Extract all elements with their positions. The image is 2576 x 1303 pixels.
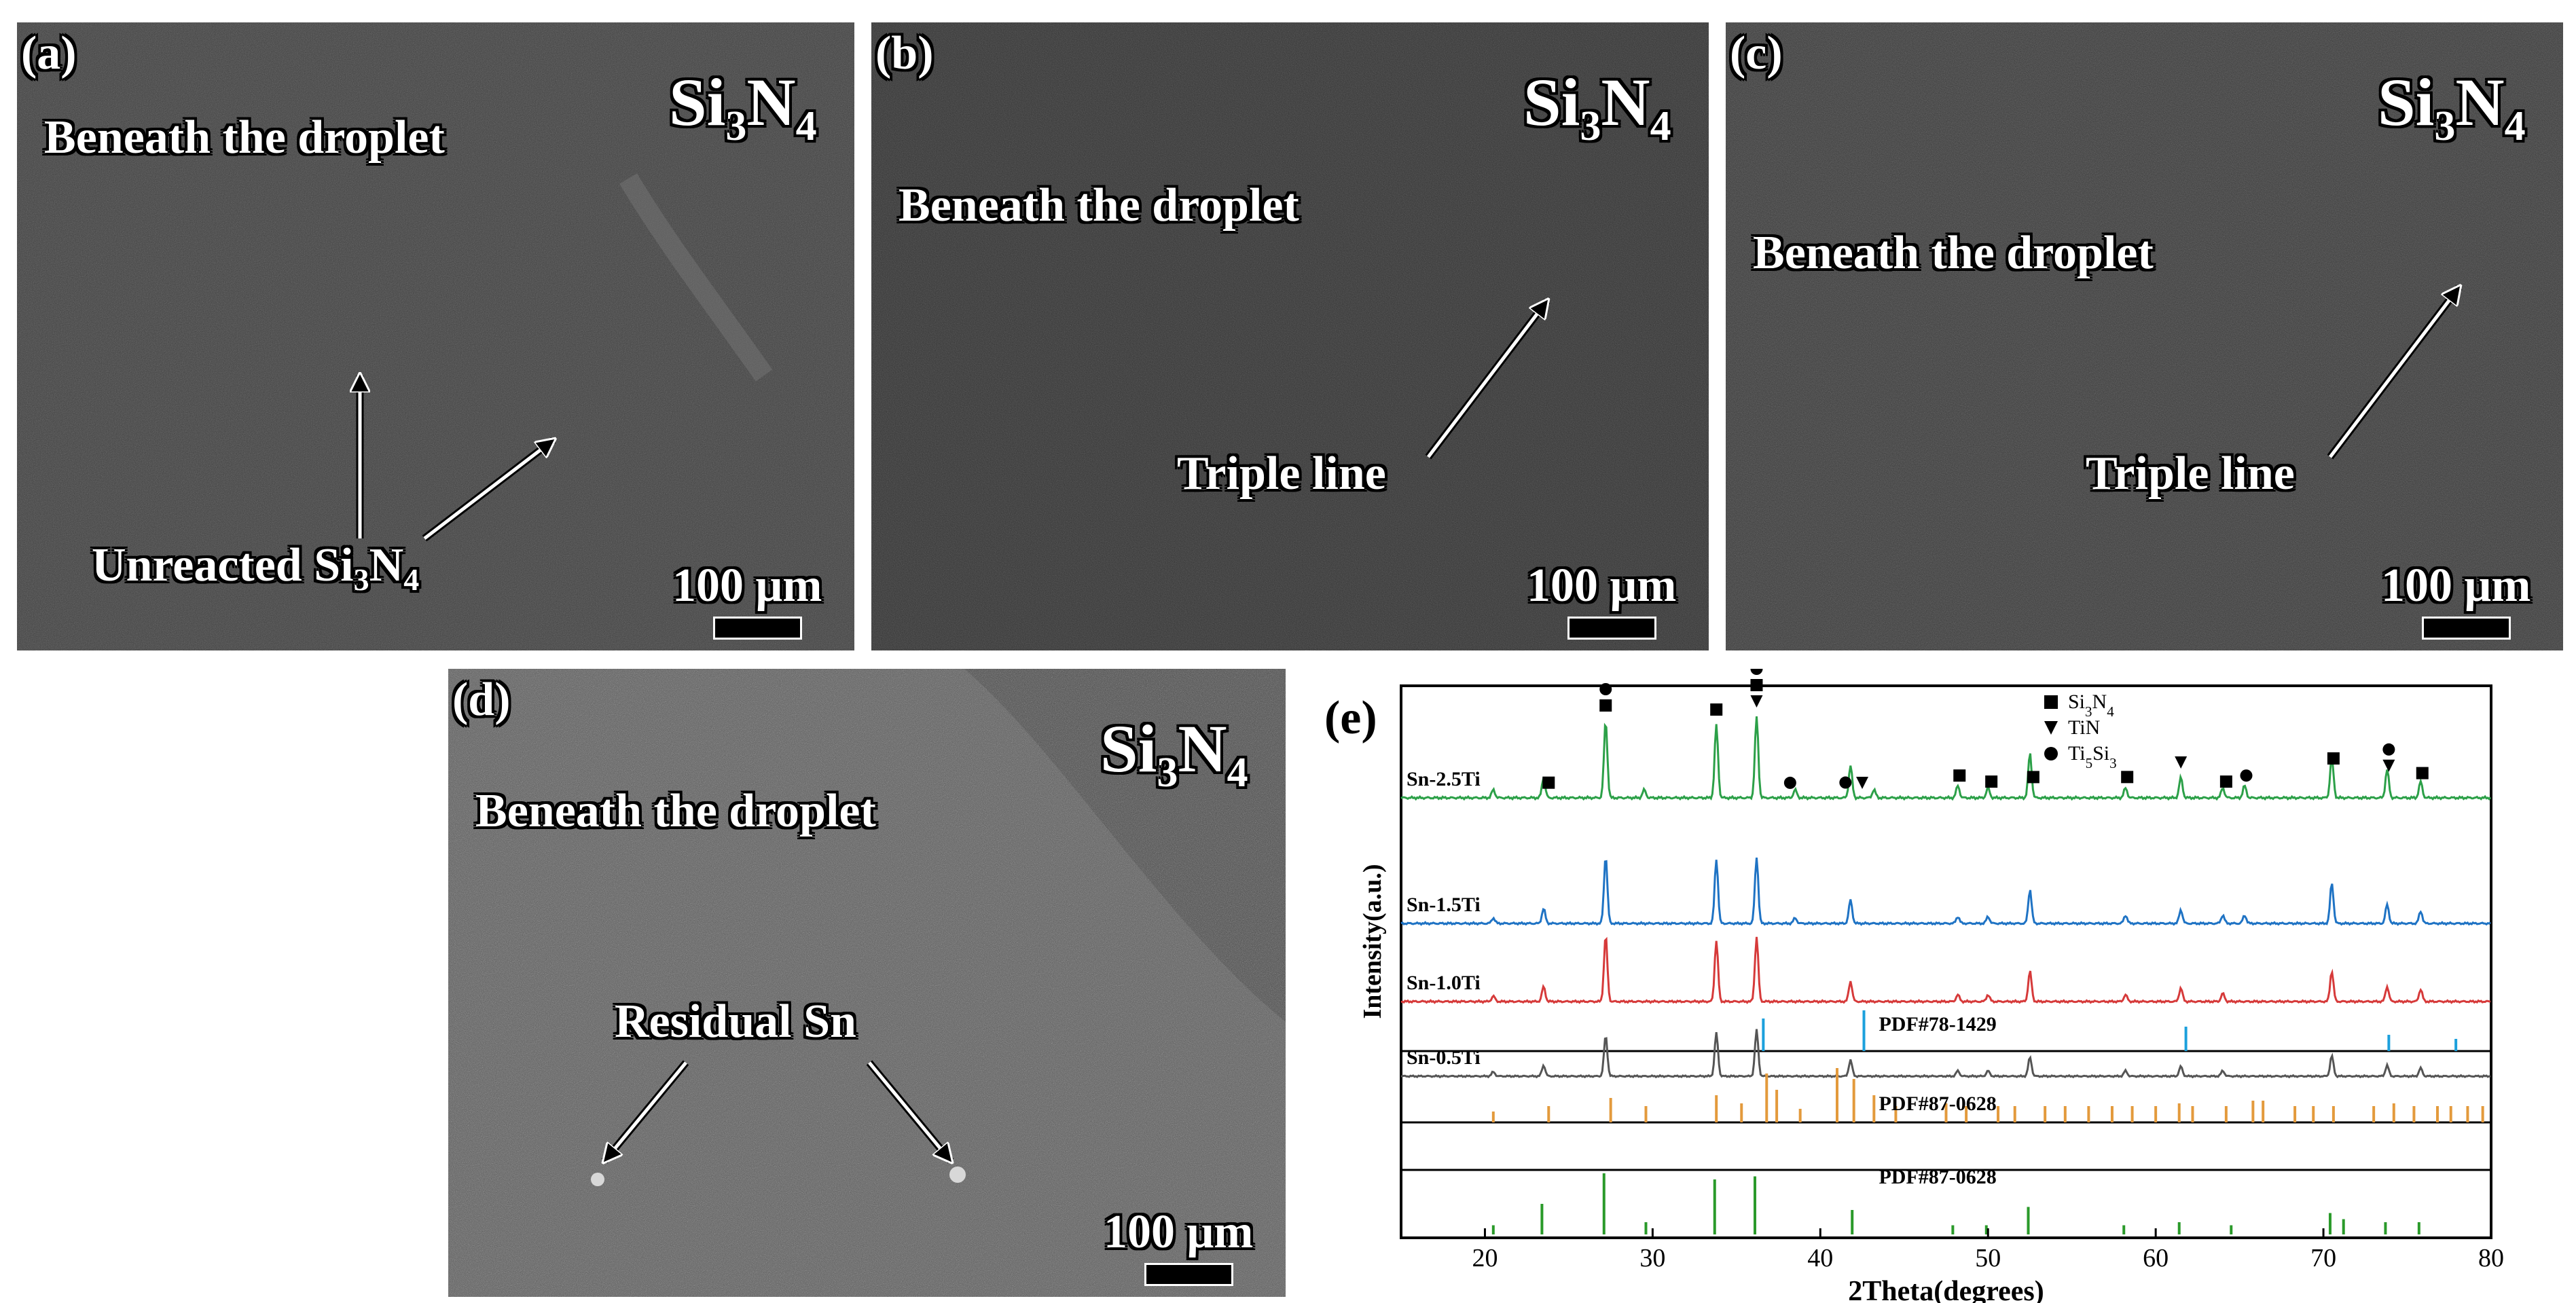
ref-label: PDF#87-0628 <box>1879 1166 1996 1188</box>
phase-marker-square <box>2219 775 2232 788</box>
panel-c-region: Beneath the droplet <box>1753 227 2154 279</box>
x-tick-label: 60 <box>2143 1244 2169 1272</box>
phase-marker-circle <box>1783 776 1796 789</box>
panel-b-region: Beneath the droplet <box>899 179 1299 232</box>
y-axis-label: Intensity(a.u.) <box>1358 864 1387 1018</box>
panel-b-material: Si3N4 <box>1523 65 1671 149</box>
plot-frame <box>1400 684 2492 1239</box>
phase-marker-square <box>1710 703 1723 716</box>
panel-b-scale-bar <box>1567 617 1656 640</box>
panel-a-label: (a) <box>21 27 77 79</box>
phase-marker-circle <box>1599 683 1612 695</box>
panel-a-scale-bar <box>713 617 802 640</box>
legend-marker-square <box>2044 695 2058 709</box>
phase-marker-square <box>1599 699 1612 712</box>
legend-marker-circle <box>2044 747 2058 760</box>
sem-texture-b <box>871 22 1709 650</box>
panel-b-annotation: Triple line <box>1177 447 1386 500</box>
panel-a-annotation: Unreacted Si3N4 <box>92 539 420 597</box>
x-tick-label: 20 <box>1472 1244 1498 1272</box>
panel-b-label: (b) <box>875 27 934 79</box>
phase-marker-circle <box>2382 743 2395 756</box>
series-label-Sn-2.5Ti: Sn-2.5Ti <box>1407 768 1481 790</box>
series-label-Sn-1.0Ti: Sn-1.0Ti <box>1407 972 1481 994</box>
panel-d-scale-bar <box>1144 1263 1233 1286</box>
series-label-Sn-0.5Ti: Sn-0.5Ti <box>1407 1046 1481 1069</box>
panel-d-region: Beneath the droplet <box>475 785 876 837</box>
phase-marker-square <box>2121 771 2134 784</box>
panel-a-region: Beneath the droplet <box>44 111 445 164</box>
series-line-Sn-1.0Ti <box>1400 936 2491 1004</box>
phase-marker-square <box>2327 752 2340 765</box>
panel-a-material: Si3N4 <box>669 65 817 149</box>
phase-marker-circle <box>1750 669 1763 675</box>
x-tick-label: 70 <box>2310 1244 2336 1272</box>
series-line-Sn-1.5Ti <box>1400 857 2491 926</box>
phase-marker-square <box>2416 767 2429 779</box>
ref-label: PDF#87-0628 <box>1879 1093 1996 1115</box>
phase-marker-square <box>1542 776 1555 789</box>
phase-marker-circle <box>2240 769 2253 782</box>
phase-marker-square <box>1985 775 1998 788</box>
sem-panel-a: (a) Si3N4 Beneath the droplet Unreacted … <box>17 22 854 650</box>
sem-panel-b: (b) Si3N4 Beneath the droplet Triple lin… <box>871 22 1709 650</box>
panel-a-scale-label: 100 μm <box>672 559 822 612</box>
x-tick-label: 80 <box>2478 1244 2504 1272</box>
phase-marker-square <box>2027 771 2039 784</box>
panel-d-label: (d) <box>452 674 511 726</box>
panel-c-scale-label: 100 μm <box>2381 559 2531 612</box>
sem-panel-c: (c) Si3N4 Beneath the droplet Triple lin… <box>1726 22 2563 650</box>
phase-marker-triangle-down <box>1856 777 1869 789</box>
legend-label: Ti5Si3 <box>2068 742 2117 771</box>
panel-c-label: (c) <box>1730 27 1783 79</box>
phase-marker-triangle-down <box>2382 759 2395 772</box>
phase-marker-triangle-down <box>2175 756 2188 769</box>
legend-label: TiN <box>2068 716 2100 739</box>
legend-marker-triangle-down <box>2044 721 2058 735</box>
phase-marker-circle <box>1839 776 1852 789</box>
panel-c-scale-bar <box>2422 617 2511 640</box>
xrd-chart: (e) Sn-2.5Ti Sn-1.5Ti Sn-1.0Ti Sn-0.5Ti Si3N4… <box>1324 669 2504 1303</box>
panel-d-annotation: Residual Sn <box>615 995 856 1048</box>
x-axis-label: 2Theta(degrees) <box>1848 1276 2044 1303</box>
series-line-Sn-0.5Ti <box>1400 1029 2491 1079</box>
panel-b-scale-label: 100 μm <box>1527 559 1677 612</box>
x-tick-label: 30 <box>1639 1244 1665 1272</box>
x-tick-label: 50 <box>1975 1244 2001 1272</box>
panel-d-material: Si3N4 <box>1100 711 1248 796</box>
panel-d-scale-label: 100 μm <box>1104 1206 1254 1258</box>
chart-panel-label: (e) <box>1324 692 1377 744</box>
phase-marker-triangle-down <box>1750 695 1763 708</box>
sem-texture-a <box>17 22 854 650</box>
series-label-Sn-1.5Ti: Sn-1.5Ti <box>1407 894 1481 916</box>
series-line-Sn-2.5Ti <box>1400 716 2492 801</box>
sem-panel-d: (d) Si3N4 Beneath the droplet Residual S… <box>448 669 1286 1297</box>
x-tick-label: 40 <box>1807 1244 1833 1272</box>
panel-c-annotation: Triple line <box>2086 447 2295 500</box>
phase-marker-square <box>1750 679 1763 691</box>
panel-c-material: Si3N4 <box>2378 65 2526 149</box>
sem-texture-d <box>448 669 1286 1297</box>
ref-label: PDF#78-1429 <box>1879 1013 1996 1035</box>
legend-label: Si3N4 <box>2068 691 2114 720</box>
phase-marker-square <box>1953 769 1966 782</box>
